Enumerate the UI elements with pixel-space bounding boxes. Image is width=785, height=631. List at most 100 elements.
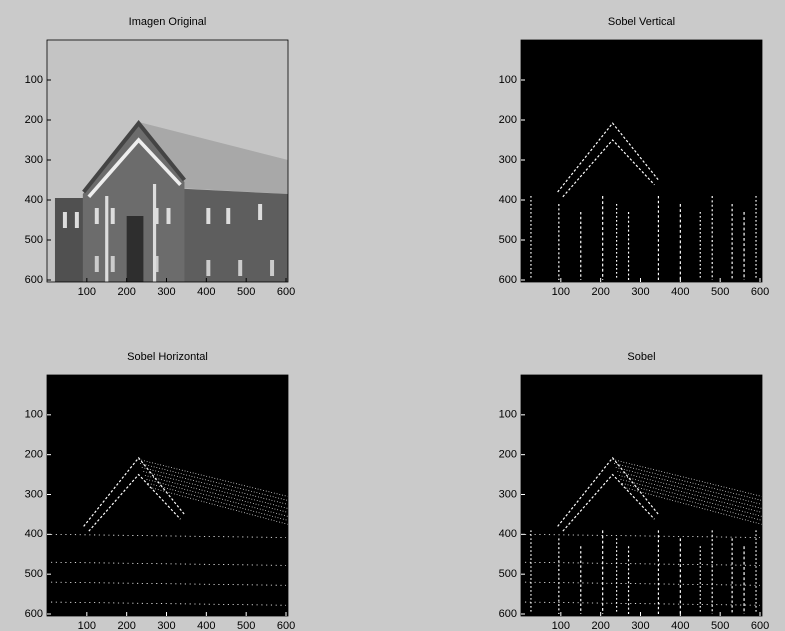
x-tick-label: 100 (552, 620, 570, 631)
axes-frame (520, 39, 763, 283)
image-content (521, 40, 762, 282)
edge (50, 533, 287, 538)
edge (618, 474, 762, 513)
edge (141, 467, 288, 505)
door (126, 216, 144, 282)
edge (557, 456, 659, 527)
axes-frame (520, 374, 763, 617)
edge (138, 459, 288, 497)
y-tick-label: 300 (499, 154, 517, 166)
axes: Sobel Horizontal 100 200 300 400 500 600 100 200… (25, 351, 296, 631)
y-tick-label: 300 (25, 154, 43, 166)
edge (562, 139, 655, 198)
trim (87, 137, 182, 198)
axes-title: Sobel Vertical (608, 16, 675, 28)
image-content (47, 40, 288, 282)
image (521, 40, 762, 282)
y-tick-label: 600 (499, 274, 517, 286)
x-tick-label: 500 (711, 620, 729, 631)
x-tick-label: 400 (197, 286, 215, 298)
x-tick-label: 600 (751, 286, 769, 298)
y-tick-label: 200 (25, 449, 43, 461)
x-tick-label: 500 (237, 620, 255, 631)
y-tick-label: 100 (499, 409, 517, 421)
left-wing (54, 198, 87, 282)
edge (524, 561, 761, 566)
edge (614, 463, 762, 501)
edge (524, 581, 761, 586)
x-tick-label: 400 (671, 620, 689, 631)
y-tick-label: 400 (499, 528, 517, 540)
window (166, 208, 171, 224)
window (74, 212, 79, 228)
axes-title: Sobel Horizontal (127, 351, 208, 363)
y-tick-label: 400 (25, 194, 43, 206)
background (521, 375, 762, 616)
edge (615, 467, 762, 505)
background (47, 375, 288, 616)
axes: Sobel 100 200 300 400 500 600 100 200 300 400 500 60… (499, 351, 770, 631)
edge (50, 561, 287, 566)
edge (562, 473, 655, 532)
edge (524, 601, 761, 606)
window (94, 256, 99, 272)
y-tick-label: 300 (499, 488, 517, 500)
x-tick-label: 100 (78, 620, 96, 631)
y-tick-label: 500 (499, 568, 517, 580)
window (238, 260, 243, 276)
y-tick-label: 600 (499, 608, 517, 620)
axes-frame (46, 374, 289, 617)
axes-frame (46, 39, 289, 283)
image (47, 40, 288, 282)
x-tick-label: 100 (552, 286, 570, 298)
edge (50, 601, 287, 606)
x-tick-label: 300 (157, 286, 175, 298)
x-tick-label: 600 (277, 286, 295, 298)
x-tick-label: 400 (671, 286, 689, 298)
trim (82, 120, 186, 194)
axes: Imagen Original 100 200 300 400 500 600 100 200 3… (25, 16, 296, 298)
edge (622, 482, 762, 521)
y-tick-label: 500 (499, 234, 517, 246)
edge (612, 459, 762, 497)
window (206, 208, 211, 224)
x-tick-label: 300 (631, 286, 649, 298)
window (110, 256, 115, 272)
edge (524, 533, 761, 538)
edge (50, 581, 287, 586)
y-tick-label: 100 (25, 409, 43, 421)
axes-title: Imagen Original (129, 16, 207, 28)
image (521, 375, 762, 616)
window (270, 260, 275, 276)
y-tick-label: 100 (499, 74, 517, 86)
x-tick-label: 600 (277, 620, 295, 631)
axes: Sobel Vertical 100 200 300 400 500 600 100 200 30… (499, 16, 770, 298)
edge (144, 474, 288, 513)
background (521, 40, 762, 282)
edge (88, 473, 181, 532)
y-tick-label: 500 (25, 234, 43, 246)
edge (557, 122, 659, 193)
edge (83, 456, 185, 527)
edge (146, 478, 288, 517)
y-tick-label: 500 (25, 568, 43, 580)
image-content (521, 375, 762, 616)
y-tick-label: 200 (499, 449, 517, 461)
y-tick-label: 100 (25, 74, 43, 86)
window (94, 208, 99, 224)
x-tick-label: 500 (711, 286, 729, 298)
axes-title: Sobel (627, 351, 655, 363)
y-tick-label: 600 (25, 608, 43, 620)
window (154, 208, 159, 224)
x-tick-label: 300 (631, 620, 649, 631)
x-tick-label: 100 (78, 286, 96, 298)
window (226, 208, 231, 224)
y-tick-label: 600 (25, 274, 43, 286)
x-tick-label: 600 (751, 620, 769, 631)
y-tick-label: 200 (25, 114, 43, 126)
edge (140, 463, 288, 501)
window (154, 256, 159, 272)
x-tick-label: 200 (117, 620, 135, 631)
x-tick-label: 200 (117, 286, 135, 298)
